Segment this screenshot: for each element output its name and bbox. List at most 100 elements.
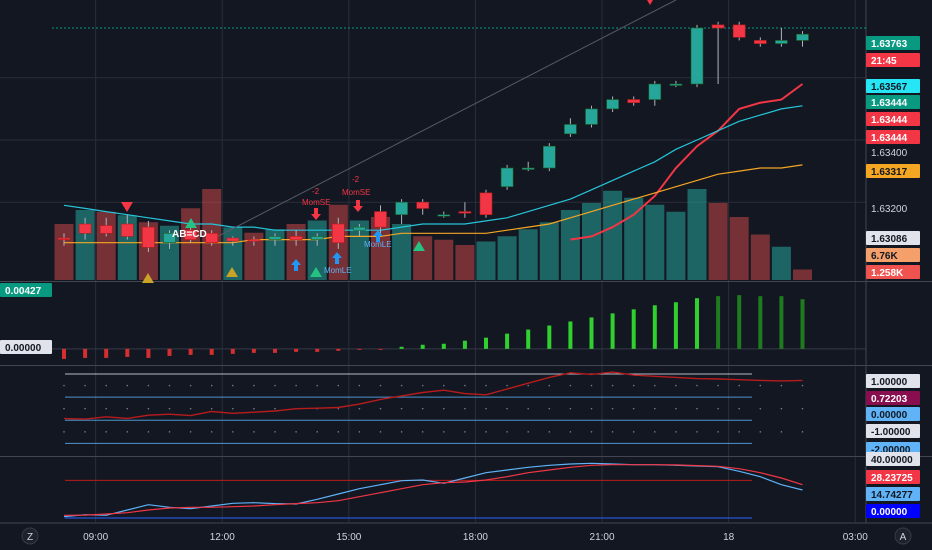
candlestick-series[interactable] [57,21,809,252]
oscillator-dot [63,431,65,433]
oscillator-dot [147,431,150,433]
oscillator-dot [696,384,698,387]
oscillator-dot [527,407,529,410]
annotation-count: -2 [312,187,320,196]
price-label-badge [866,452,920,466]
oscillator-dot [400,384,403,387]
price-label-badge [866,112,920,126]
price-label-badge [866,79,920,93]
oscillator-dot [632,384,635,387]
sell-signal-marker [121,202,133,212]
oscillator-dot [105,431,107,433]
oscillator-dot [84,431,86,433]
zoom-button[interactable] [21,527,39,545]
oscillator-dot [759,431,762,433]
oscillator-dot [168,431,171,433]
price-label-text: 1.63444 [871,115,908,126]
candle-body [57,237,71,240]
oscillator-dot [337,384,340,387]
candle-body [606,99,619,110]
overlay-line [64,164,803,244]
candle-body [142,226,155,248]
corner-buttons[interactable]: Z A [21,527,912,545]
price-label-text: -2.00000 [871,445,911,456]
time-axis-label: 03:00 [843,532,868,543]
oscillator-dot [611,384,614,387]
oscillator-dot [527,384,529,387]
price-label-badge [866,265,920,279]
time-axis-label: 12:00 [210,532,235,543]
candle-body [374,211,387,228]
oscillator-dot [527,431,529,433]
volume-bar [413,236,433,280]
oscillator-dot [274,384,276,387]
oscillator-dot [421,431,424,433]
signal-annotations: AB=CD -2 MomSE -2 MomSE MomLE MomLE [121,0,653,283]
oscillator-dot [738,407,740,410]
oscillator-dot [253,431,255,433]
oscillator-dot [443,431,445,433]
momentum-bar [230,348,235,354]
momentum-bar [83,348,88,358]
volume-bar [708,203,728,280]
price-label-text: 1.63444 [871,98,908,109]
grid-lines [0,0,932,524]
price-label-text: 1.63567 [871,82,908,93]
price-label-text: 1.63763 [871,39,908,50]
oscillator-dot [232,407,234,410]
volume-bar [603,190,623,280]
time-axis-label: 21:00 [590,532,615,543]
oscillator-dot [654,431,656,433]
oscillator-dot [801,431,804,433]
time-axis[interactable]: 09:00 12:00 15:00 18:00 21:00 18 03:00 [83,532,868,543]
candle-body [395,201,408,215]
oscillator-dot [506,384,508,387]
oscillator-dot [168,384,171,387]
candle-body [416,201,430,209]
volume-bar [560,210,580,280]
price-label-text: 1.258K [871,268,904,279]
momentum-bar [441,343,446,349]
momentum-bar [62,348,66,359]
candle-body [310,236,324,240]
oscillator-dot [379,431,382,433]
volume-bar [265,229,285,280]
oscillator-dot [63,407,65,410]
momentum-bar [399,346,404,349]
oscillator-dot [210,431,213,433]
momentum-bar [209,348,214,355]
momentum-bar [589,317,594,349]
momentum-bar [737,295,742,349]
price-label-badge [866,231,920,245]
candle-body [437,214,451,217]
candle-body [711,24,725,29]
oscillator-dot [569,407,572,410]
candle-body [226,237,240,242]
candle-body [732,24,746,38]
auto-scale-button[interactable] [894,527,912,545]
momentum-bar [610,313,615,349]
candle-body [78,223,92,234]
annotation-count: -2 [352,175,360,184]
oscillator-dot [84,384,86,387]
trend-line [211,0,677,240]
oscillator-dot [717,407,719,410]
oscillator-dot [675,431,677,433]
oscillator-dot [485,407,487,410]
oscillator-panel [63,371,804,444]
oscillator-dot [147,384,150,387]
oscillator-dot [611,431,614,433]
time-axis-label: 09:00 [83,532,108,543]
volume-bar [539,222,559,280]
annotation-abcd: AB=CD [172,229,207,240]
volume-bar [54,224,74,280]
price-label-text: 0.00000 [871,507,908,518]
momentum-bar [336,348,341,351]
oscillator-dot [738,431,740,433]
sell-arrow-icon [353,200,363,212]
candle-body [205,233,218,243]
overlay-line [570,83,804,241]
oscillator-dot [696,431,698,433]
price-label-badge [866,407,920,421]
